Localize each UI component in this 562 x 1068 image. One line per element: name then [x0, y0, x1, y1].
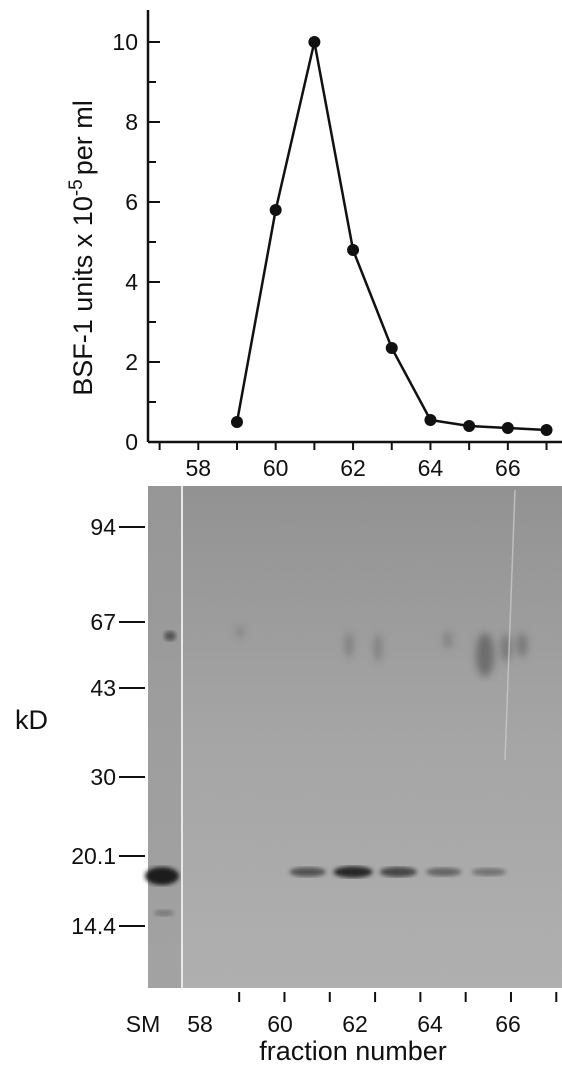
- marker-label: 43: [90, 675, 116, 701]
- y-tick-label: 2: [125, 349, 138, 375]
- gel-smears: [237, 625, 527, 677]
- lane-label: 60: [267, 1011, 293, 1037]
- y-tick-label: 10: [112, 29, 138, 55]
- lane-label: 66: [495, 1011, 521, 1037]
- marker-label: 67: [90, 609, 116, 635]
- gel-image: [145, 486, 562, 988]
- data-point: [385, 342, 398, 354]
- x-axis-label: fraction number: [259, 1036, 447, 1066]
- molecular-weight-markers: 94 67 43 30 20.1 14.4: [71, 514, 145, 939]
- lane-label: 62: [342, 1011, 368, 1037]
- data-point: [424, 414, 437, 426]
- gel-grain: [148, 486, 562, 988]
- data-point: [347, 244, 360, 256]
- chart-axes: [146, 10, 562, 444]
- sample-band: [471, 868, 507, 876]
- series-line: [235, 40, 547, 432]
- data-point: [540, 424, 553, 436]
- marker-band-20: [145, 867, 179, 885]
- marker-label: 20.1: [71, 843, 116, 869]
- marker-label: 94: [90, 514, 116, 540]
- x-tick-label: 62: [340, 455, 366, 481]
- data-point: [463, 420, 476, 432]
- marker-label: 14.4: [71, 913, 116, 939]
- lane-label: 64: [417, 1011, 443, 1037]
- activity-chart: 0 2 4 6 8 10 58 60 62 64 66 BSF-1 units x 10-5 per …: [66, 10, 562, 481]
- lane-label: SM: [126, 1011, 161, 1037]
- lane-labels: SM 58 60 62 64 66: [126, 1011, 521, 1037]
- y-axis-label: BSF-1 units x 10-5 per ml: [66, 100, 99, 396]
- x-tick-label: 64: [418, 455, 444, 481]
- sample-band: [379, 867, 417, 877]
- chart-ticks: 0 2 4 6 8 10 58 60 62 64 66: [112, 29, 548, 481]
- x-tick-label: 66: [495, 455, 521, 481]
- series-points: [230, 36, 553, 436]
- data-point: [501, 422, 514, 434]
- kd-label: kD: [15, 705, 48, 735]
- y-axis-label-exponent: -5: [66, 179, 87, 196]
- data-point: [308, 36, 321, 48]
- lane-ticks: [238, 992, 558, 1002]
- data-point: [230, 416, 243, 428]
- sample-band: [426, 867, 462, 877]
- y-axis-label-suffix: per ml: [68, 100, 98, 175]
- y-tick-label: 6: [125, 189, 138, 215]
- y-axis-label-text: BSF-1 units x 10: [68, 196, 98, 396]
- sample-bands: [289, 866, 507, 878]
- gel-scratch: [504, 489, 516, 761]
- data-point: [269, 204, 282, 216]
- marker-band-14: [154, 910, 174, 916]
- y-tick-label: 8: [125, 109, 138, 135]
- sample-band: [333, 866, 373, 878]
- sample-band: [289, 867, 326, 877]
- marker-lane: [148, 486, 181, 988]
- marker-label: 30: [90, 764, 116, 790]
- x-tick-label: 60: [263, 455, 289, 481]
- lane-label: 58: [187, 1011, 213, 1037]
- marker-band-67: [164, 631, 176, 641]
- y-tick-label: 0: [125, 429, 138, 455]
- y-tick-label: 4: [125, 269, 138, 295]
- x-tick-label: 58: [186, 455, 212, 481]
